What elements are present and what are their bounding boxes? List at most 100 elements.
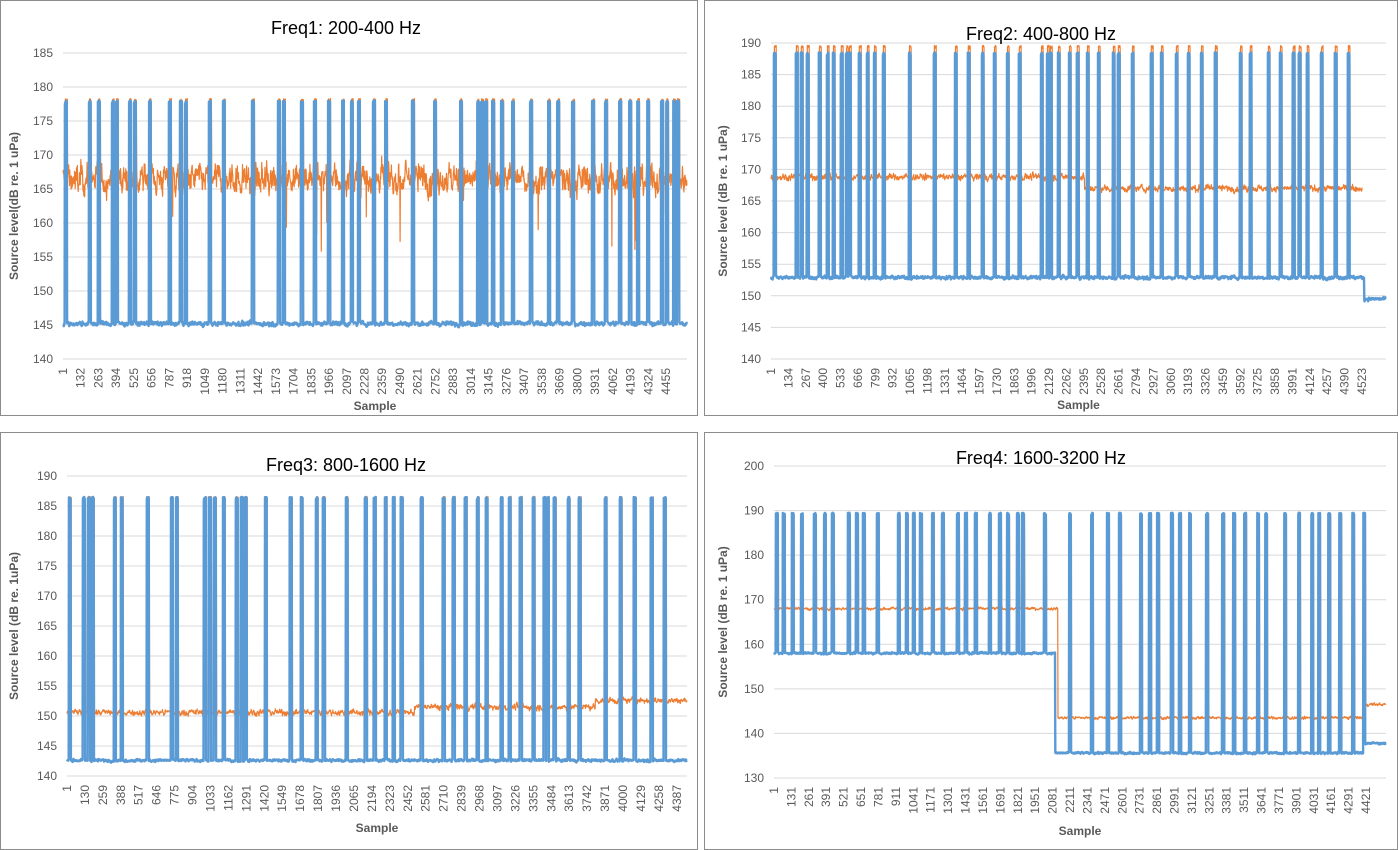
x-tick-label: 2490: [393, 368, 407, 395]
x-tick-label: 1: [56, 368, 70, 375]
x-tick-label: 1464: [955, 368, 969, 395]
y-tick-label: 155: [33, 250, 53, 264]
x-tick-label: 2194: [365, 785, 379, 812]
y-tick-label: 145: [741, 320, 761, 334]
x-tick-label: 2883: [446, 368, 460, 395]
x-tick-label: 3511: [1237, 787, 1251, 813]
x-tick-label: 4324: [641, 368, 655, 395]
x-tick-label: 932: [886, 368, 900, 388]
y-tick-label: 130: [744, 771, 764, 785]
x-tick-label: 1: [60, 785, 74, 792]
x-tick-label: 3592: [1233, 368, 1247, 395]
series-line-blue: [769, 51, 1387, 303]
x-tick-label: 3355: [526, 785, 540, 812]
y-tick-label: 140: [33, 352, 53, 366]
y-tick-label: 185: [37, 499, 57, 513]
series-line-blue: [62, 99, 689, 329]
x-tick-label: 1821: [1011, 787, 1025, 814]
x-tick-label: 2452: [401, 785, 415, 812]
x-tick-label: 1171: [924, 787, 938, 813]
x-tick-label: 1331: [938, 368, 952, 395]
y-tick-label: 160: [741, 226, 761, 240]
x-axis-title: Sample: [1057, 398, 1100, 412]
x-tick-label: 1: [767, 787, 781, 794]
y-tick-label: 170: [33, 148, 53, 162]
x-tick-label: 1311: [233, 368, 247, 394]
x-tick-label: 3871: [598, 785, 612, 812]
x-tick-label: 1549: [275, 785, 289, 812]
x-tick-label: 646: [150, 785, 164, 805]
x-tick-label: 1678: [293, 785, 307, 812]
y-axis-title: Source level (dB re. 1 uPa): [716, 125, 730, 276]
x-tick-label: 3613: [562, 785, 576, 812]
x-tick-label: 3901: [1289, 787, 1303, 814]
x-tick-label: 259: [96, 785, 110, 805]
x-tick-label: 787: [162, 368, 176, 388]
x-tick-label: 3407: [517, 368, 531, 395]
x-tick-label: 1573: [269, 368, 283, 395]
chart-freq4: 130 140 150 160 170 180 190 200 1 131 261 391 521 651…: [704, 432, 1398, 850]
x-tick-label: 2228: [358, 368, 372, 395]
y-tick-label: 150: [744, 682, 764, 696]
x-tick-label: 4421: [1359, 787, 1373, 814]
y-tick-label: 140: [37, 769, 57, 783]
x-tick-label: 2968: [473, 785, 487, 812]
y-tick-label: 185: [741, 68, 761, 82]
chart-freq3: 140 145 150 155 160 165 170 175 180 185 190 1 130 259…: [0, 432, 698, 850]
x-tick-label: 4387: [670, 785, 684, 812]
x-tick-label: 4031: [1307, 787, 1321, 814]
x-tick-label: 2710: [437, 785, 451, 812]
x-tick-label: 1291: [239, 785, 253, 812]
x-tick-label: 1597: [973, 368, 987, 395]
x-tick-label: 1835: [304, 368, 318, 395]
x-tick-label: 1561: [976, 787, 990, 814]
x-tick-label: 1065: [903, 368, 917, 395]
x-tick-label: 1431: [959, 787, 973, 814]
x-tick-label: 1041: [906, 787, 920, 814]
x-tick-label: 4390: [1338, 368, 1352, 395]
y-tick-label: 200: [744, 459, 764, 473]
x-tick-label: 1936: [329, 785, 343, 812]
chart-title: Freq1: 200-400 Hz: [271, 18, 421, 38]
chart-freq1: 140 145 150 155 160 165 170 175 180 185 1 132 263 394…: [0, 0, 698, 416]
x-tick-label: 2621: [411, 368, 425, 395]
y-tick-label: 170: [744, 593, 764, 607]
y-axis-title: Source level (dB re. 1 uPa): [716, 546, 730, 697]
x-tick-label: 1863: [1007, 368, 1021, 395]
x-tick-label: 521: [837, 787, 851, 807]
x-tick-label: 781: [871, 787, 885, 807]
x-tick-label: 2341: [1080, 787, 1094, 814]
series-line-blue: [65, 495, 688, 764]
x-tick-label: 2129: [1042, 368, 1056, 395]
y-tick-label: 145: [37, 739, 57, 753]
x-tick-label: 525: [127, 368, 141, 388]
y-tick-label: 145: [33, 318, 53, 332]
y-axis-title: Source level (dB re. 1uPa): [7, 552, 21, 700]
x-tick-label: 130: [78, 785, 92, 805]
y-tick-label: 180: [37, 529, 57, 543]
x-tick-label: 3145: [482, 368, 496, 395]
x-tick-label: 134: [781, 368, 795, 388]
x-tick-label: 1301: [941, 787, 955, 814]
x-tick-label: 2081: [1046, 787, 1060, 814]
x-tick-label: 267: [799, 368, 813, 388]
x-tick-label: 3538: [535, 368, 549, 395]
x-tick-label: 2471: [1098, 787, 1112, 814]
x-tick-label: 904: [186, 785, 200, 805]
x-tick-label: 1966: [322, 368, 336, 395]
y-tick-label: 185: [33, 46, 53, 60]
x-tick-label: 263: [91, 368, 105, 388]
x-tick-label: 651: [854, 787, 868, 807]
x-tick-label: 1730: [990, 368, 1004, 395]
x-tick-label: 1996: [1025, 368, 1039, 395]
x-tick-label: 3800: [570, 368, 584, 395]
x-tick-label: 2661: [1112, 368, 1126, 395]
chart-title: Freq2: 400-800 Hz: [966, 24, 1116, 44]
y-tick-label: 155: [741, 257, 761, 271]
x-axis-title: Sample: [354, 399, 397, 413]
x-tick-label: 2528: [1094, 368, 1108, 395]
x-tick-label: 1033: [203, 785, 217, 812]
y-tick-label: 170: [741, 162, 761, 176]
x-tick-label: 3771: [1272, 787, 1286, 814]
x-tick-label: 2861: [1150, 787, 1164, 814]
